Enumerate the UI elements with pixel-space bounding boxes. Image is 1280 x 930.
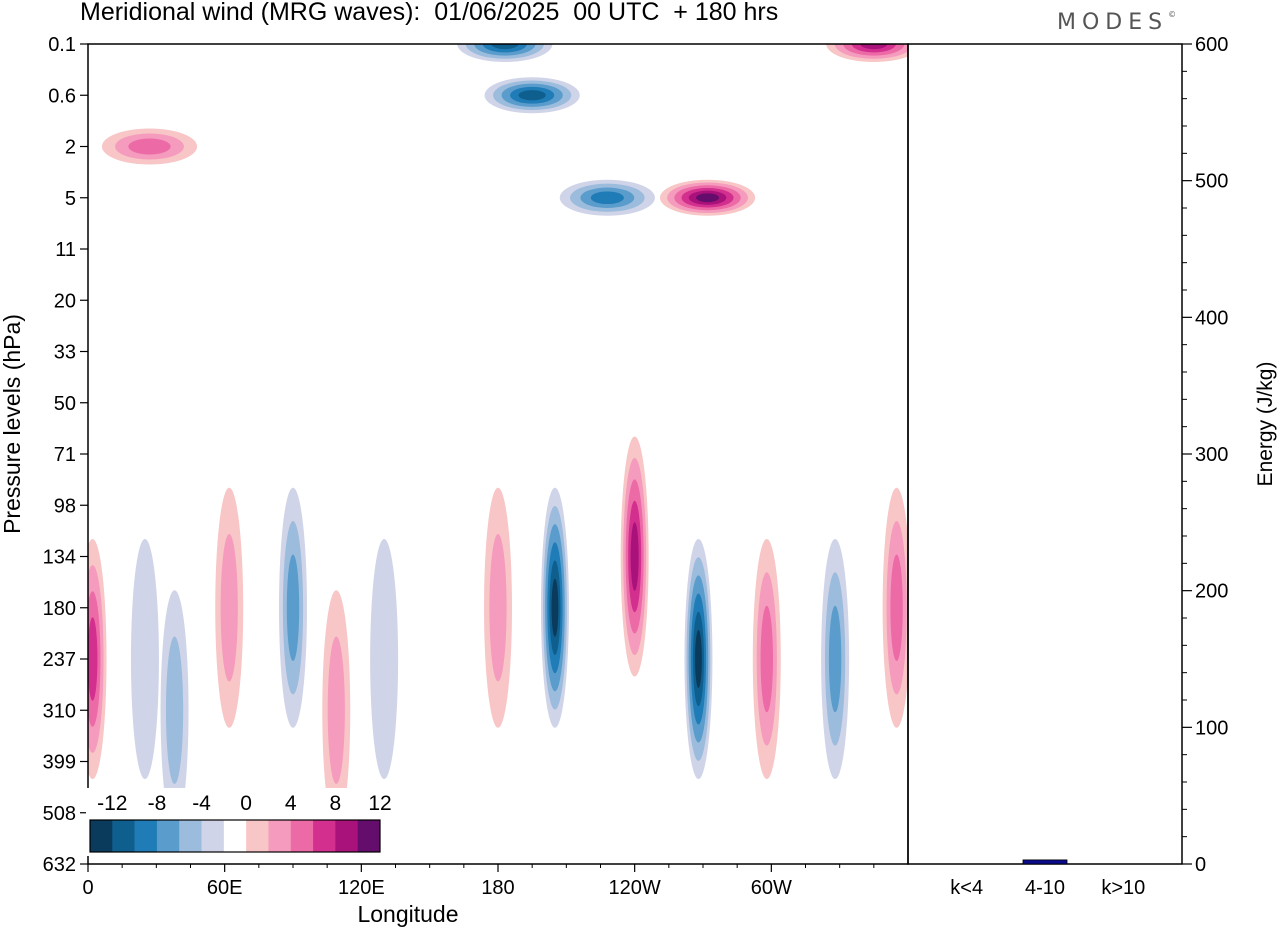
energy-category-label-0: k<4 <box>950 877 983 899</box>
heatmap-panel: 0.1 0.6 2 5 11 20 33 50 71 98 134 180 237 310 399 508 63… <box>0 34 909 927</box>
colorbar-swatch-10 <box>313 820 336 852</box>
colorbar-swatch-3 <box>156 820 180 852</box>
brand-text: MODES <box>1057 10 1169 35</box>
y-tick-label-4: 11 <box>55 239 76 261</box>
wind-contour-3-1 <box>220 533 238 682</box>
wind-contour-4-2 <box>286 554 300 662</box>
y-tick-label-15: 508 <box>43 803 76 825</box>
y-tick-label-6: 33 <box>54 342 76 364</box>
x-axis-label: Longitude <box>357 901 458 927</box>
colorbar-label-1: -8 <box>148 792 167 815</box>
colorbar-swatch-8 <box>268 820 292 852</box>
x-tick-label-2: 120E <box>338 877 385 899</box>
energy-tick-label-5: 500 <box>1195 171 1228 193</box>
x-tick-label-5: 60W <box>751 877 792 899</box>
y-tick-label-5: 20 <box>54 290 76 312</box>
energy-category-label-2: k>10 <box>1101 877 1145 899</box>
colorbar-swatch-4 <box>179 820 202 852</box>
y-tick-label-14: 399 <box>43 752 76 774</box>
colorbar-label-3: 0 <box>240 792 252 815</box>
colorbar-swatch-11 <box>335 820 358 852</box>
x-tick-label-1: 60E <box>207 877 243 899</box>
wind-contour-10-5 <box>695 629 702 689</box>
x-tick-label-4: 120W <box>609 877 661 899</box>
energy-axis-label: Energy (J/kg) <box>1254 362 1277 487</box>
energy-frame <box>907 43 1183 865</box>
energy-tick-label-6: 600 <box>1195 34 1228 56</box>
x-tick-label-0: 0 <box>82 877 93 899</box>
wind-contour-13-2 <box>890 554 903 662</box>
wind-contour-8-5 <box>551 578 559 637</box>
colorbar-swatch-12 <box>357 820 381 852</box>
y-tick-label-10: 134 <box>43 547 76 569</box>
colorbar-swatch-6 <box>223 820 247 852</box>
wind-contour-17-5 <box>696 193 720 203</box>
wind-contour-19-4 <box>860 44 888 50</box>
x-tick-label-3: 180 <box>481 877 514 899</box>
colorbar-swatch-7 <box>246 820 269 852</box>
y-tick-label-0: 0.1 <box>48 34 76 56</box>
colorbar-label-6: 12 <box>368 792 391 815</box>
colorbar-label-4: 4 <box>285 792 297 815</box>
colorbar-frame <box>89 819 381 853</box>
y-tick-label-16: 632 <box>43 854 76 876</box>
y-tick-label-7: 50 <box>54 393 76 415</box>
wind-contour-14-2 <box>128 138 171 155</box>
energy-tick-label-4: 400 <box>1195 307 1228 329</box>
y-tick-label-8: 71 <box>54 444 76 466</box>
colorbar-label-2: -4 <box>192 792 211 815</box>
energy-tick-label-3: 300 <box>1195 444 1228 466</box>
colorbar-swatch-2 <box>134 820 158 852</box>
y-tick-label-11: 180 <box>43 598 76 620</box>
energy-tick-label-0: 0 <box>1195 854 1206 876</box>
y-tick-label-12: 237 <box>43 649 76 671</box>
brand-logo: MODES© <box>1057 10 1176 35</box>
wind-contour-12-2 <box>828 605 842 713</box>
brand-mark: © <box>1168 10 1177 19</box>
colorbar-swatch-0 <box>90 820 113 852</box>
energy-tick-label-1: 100 <box>1195 717 1228 739</box>
energy-bar-1 <box>1022 859 1068 865</box>
wind-contour-6-0 <box>370 539 399 779</box>
energy-bar-panel: 0 100 200 300 400 500 600 Energy (J/kg) k<4 4-10 k… <box>907 34 1277 899</box>
y-axis-label: Pressure levels (hPa) <box>0 314 25 534</box>
wind-contour-9-4 <box>630 522 639 591</box>
wind-contour-7-1 <box>489 533 507 682</box>
colorbar-swatch-9 <box>290 820 314 852</box>
colorbar-label-5: 8 <box>330 792 342 815</box>
colorbar-swatch-5 <box>201 820 225 852</box>
wind-contour-2-1 <box>165 636 184 785</box>
y-tick-label-1: 0.6 <box>48 85 76 107</box>
colorbar-swatch-1 <box>112 820 135 852</box>
y-tick-label-13: 310 <box>43 700 76 722</box>
colorbar-label-0: -12 <box>97 792 127 815</box>
y-tick-label-9: 98 <box>54 495 76 517</box>
wind-contour-0-3 <box>88 617 98 701</box>
wind-contour-15-4 <box>518 90 546 101</box>
energy-tick-label-2: 200 <box>1195 581 1228 603</box>
wind-contour-11-2 <box>760 605 773 713</box>
y-tick-label-2: 2 <box>65 137 76 159</box>
wind-contour-16-3 <box>590 191 624 205</box>
wind-field <box>88 44 908 831</box>
wind-contour-5-1 <box>327 636 345 785</box>
wind-contour-1-0 <box>130 539 159 779</box>
chart-title: Meridional wind (MRG waves): 01/06/2025 … <box>80 0 779 26</box>
energy-category-label-1: 4-10 <box>1025 877 1065 899</box>
colorbar: -12 -8 -4 0 4 8 12 <box>86 788 392 856</box>
wind-contour-18-4 <box>491 44 519 50</box>
heatmap-frame <box>87 43 909 865</box>
y-tick-label-3: 5 <box>65 188 76 210</box>
